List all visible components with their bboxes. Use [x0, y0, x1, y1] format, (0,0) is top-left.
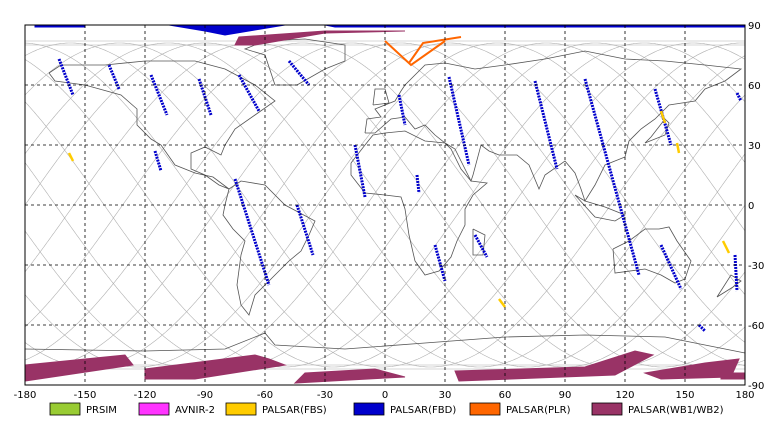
fbs-swath [721, 240, 731, 254]
wb-swath [24, 354, 134, 382]
legend-swatch [138, 402, 170, 416]
wb-swath [144, 354, 287, 380]
coastline [612, 226, 692, 284]
fbd-swath [733, 254, 739, 292]
legend-label: PALSAR(FBD) [390, 405, 456, 416]
legend-swatch [353, 402, 385, 416]
legend-swatch [49, 402, 81, 416]
lat-tick-label: -30 [748, 261, 764, 272]
lat-tick-label: -60 [748, 321, 764, 332]
fbd-swath [57, 58, 75, 96]
palsar-plr-swaths [384, 36, 462, 67]
fbs-swath [659, 110, 667, 124]
legend-label: PALSAR(WB1/WB2) [628, 405, 724, 416]
fbs-swath [675, 142, 681, 154]
legend-swatch [591, 402, 623, 416]
lon-tick-label: -30 [317, 390, 333, 401]
coastline [372, 88, 390, 106]
fbd-swath [237, 74, 261, 112]
lon-tick-label: 0 [382, 390, 388, 401]
lat-tick-label: 30 [748, 141, 761, 152]
coastline [48, 60, 276, 190]
fbd-swath [287, 60, 311, 86]
fbd-swath [149, 74, 169, 116]
fbd-swath [659, 244, 683, 290]
lon-tick-label: -150 [74, 390, 97, 401]
legend-label: PALSAR(PLR) [506, 405, 571, 416]
fbd-swath [533, 80, 559, 170]
fbd-swath [295, 204, 315, 256]
fbd-swath [233, 178, 271, 286]
fbs-swath [498, 298, 506, 308]
legend: PRSIM AVNIR-2 PALSAR(FBS) PALSAR(FBD) PALSAR… [49, 402, 724, 416]
plr-swath [384, 40, 446, 67]
lon-tick-label: 30 [439, 390, 452, 401]
graticule [25, 25, 745, 385]
wb-swath [720, 372, 746, 380]
wb-swath [293, 368, 406, 384]
palsar-fbs-swaths [67, 110, 731, 308]
lon-tick-label: -180 [14, 390, 37, 401]
lat-tick-label: 60 [748, 81, 761, 92]
lon-tick-label: 120 [615, 390, 634, 401]
lat-tick-label: -90 [748, 381, 764, 392]
lon-tick-label: 180 [735, 390, 754, 401]
coastline [472, 228, 486, 256]
fbd-swath [433, 244, 447, 282]
legend-swatch [225, 402, 257, 416]
legend-label: PALSAR(FBS) [262, 405, 327, 416]
lat-tick-label: 90 [748, 21, 761, 32]
fbd-swath [415, 174, 421, 194]
coastline [350, 130, 488, 276]
fbd-swath [397, 94, 407, 126]
coastline [574, 194, 626, 222]
fbd-swath [153, 150, 163, 172]
coastline [243, 38, 346, 86]
lon-tick-label: 150 [675, 390, 694, 401]
fbd-swath [353, 144, 367, 198]
wb-swath [234, 30, 406, 46]
coastline [716, 274, 742, 298]
fbd-swath [447, 76, 471, 166]
map-frame [24, 24, 746, 386]
fbs-swath [67, 152, 75, 162]
fbd-swath [653, 88, 673, 146]
lat-tick-label: 0 [748, 201, 754, 212]
wb-swath [643, 358, 740, 380]
orbit-track [24, 42, 746, 368]
axis-ticks: -180 -150 -120 -90 -60 -30 0 30 60 90 120 150 180 90 6… [14, 21, 765, 401]
legend-swatch [469, 402, 501, 416]
legend-label: AVNIR-2 [175, 405, 215, 416]
lon-tick-label: -60 [257, 390, 273, 401]
lon-tick-label: 90 [559, 390, 572, 401]
legend-label: PRSIM [86, 405, 117, 416]
fbd-swath [697, 323, 707, 333]
lon-tick-label: 60 [499, 390, 512, 401]
fbd-swath [735, 92, 743, 102]
lon-tick-label: -90 [197, 390, 213, 401]
fbd-polar-swath [168, 24, 286, 36]
plr-swath [408, 36, 462, 64]
fbd-swath [583, 78, 641, 276]
wb-swath [454, 350, 655, 382]
lon-tick-label: -120 [134, 390, 157, 401]
fbd-swath [473, 234, 489, 258]
coastline [644, 118, 670, 144]
